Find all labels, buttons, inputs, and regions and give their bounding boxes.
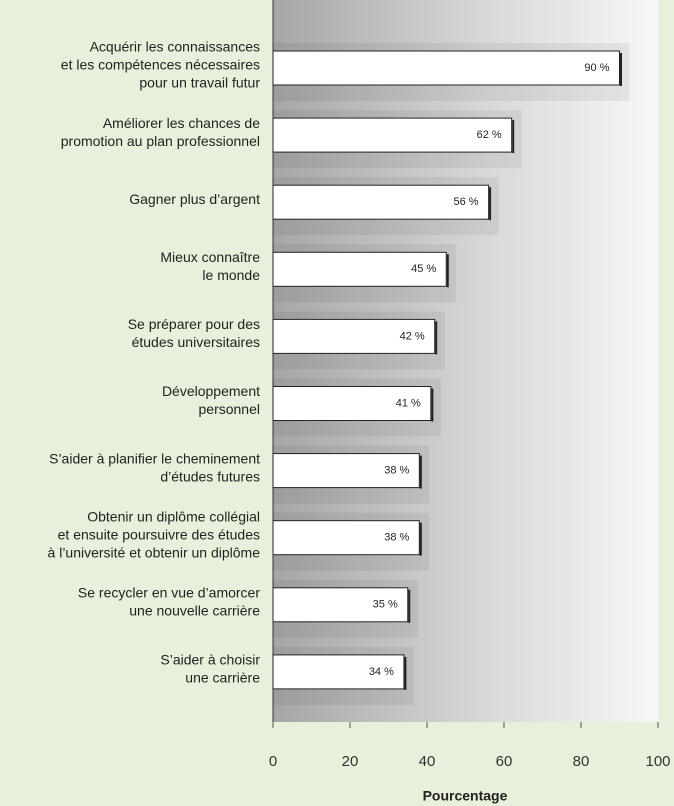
value-label: 45 %: [411, 263, 436, 275]
y-tick-label: une nouvelle carrière: [129, 603, 260, 619]
y-tick-label: Améliorer les chances de: [103, 115, 260, 131]
bar: [272, 654, 405, 690]
x-tick-label: 20: [342, 753, 359, 770]
value-label: 90 %: [584, 62, 609, 74]
y-tick-label: Développement: [162, 383, 260, 399]
y-tick-label: et les compétences nécessaires: [61, 57, 260, 73]
bar: [272, 117, 513, 153]
y-tick-label: Se recycler en vue d’amorcer: [78, 585, 260, 601]
y-tick-label: personnel: [199, 401, 261, 417]
bar: [272, 386, 432, 421]
x-tick-label: 80: [573, 753, 590, 770]
value-label: 38 %: [384, 465, 409, 477]
y-tick-label: Gagner plus d’argent: [129, 191, 260, 207]
y-tick-label: Mieux connaître: [160, 249, 260, 265]
y-tick-label: Obtenir un diplôme collégial: [87, 508, 260, 524]
y-tick-label: Se préparer pour des: [128, 316, 260, 332]
y-tick-label: pour un travail futur: [139, 75, 260, 91]
y-tick-label: et ensuite poursuivre des études: [58, 526, 260, 542]
x-tick-label: 40: [419, 753, 436, 770]
value-label: 38 %: [384, 532, 409, 544]
value-label: 56 %: [454, 196, 479, 208]
bar: [272, 587, 409, 623]
value-label: 34 %: [369, 666, 394, 678]
y-tick-label: promotion au plan professionnel: [61, 133, 260, 149]
y-tick-label: une carrière: [185, 670, 260, 686]
y-tick-label: S’aider à choisir: [160, 652, 260, 668]
value-label: 41 %: [396, 397, 421, 409]
y-tick-label: S’aider à planifier le cheminement: [49, 450, 260, 466]
bar: [272, 184, 490, 220]
x-tick-label: 60: [496, 753, 513, 770]
x-tick-label: 0: [269, 753, 277, 770]
value-label: 35 %: [373, 599, 398, 611]
bar: [272, 50, 620, 86]
x-axis-label: Pourcentage: [423, 788, 508, 804]
value-label: 62 %: [477, 129, 502, 141]
bar: [272, 520, 420, 556]
y-tick-label: études universitaires: [132, 334, 260, 350]
bar: [272, 251, 447, 287]
y-tick-label: Acquérir les connaissances: [90, 39, 260, 55]
y-tick-label: le monde: [202, 267, 260, 283]
y-tick-label: à l’université et obtenir un diplôme: [48, 544, 261, 560]
y-tick-label: d’études futures: [160, 468, 260, 484]
value-label: 42 %: [400, 330, 425, 342]
bar: [272, 453, 420, 489]
x-tick-label: 100: [645, 753, 670, 770]
bar: [272, 318, 436, 354]
